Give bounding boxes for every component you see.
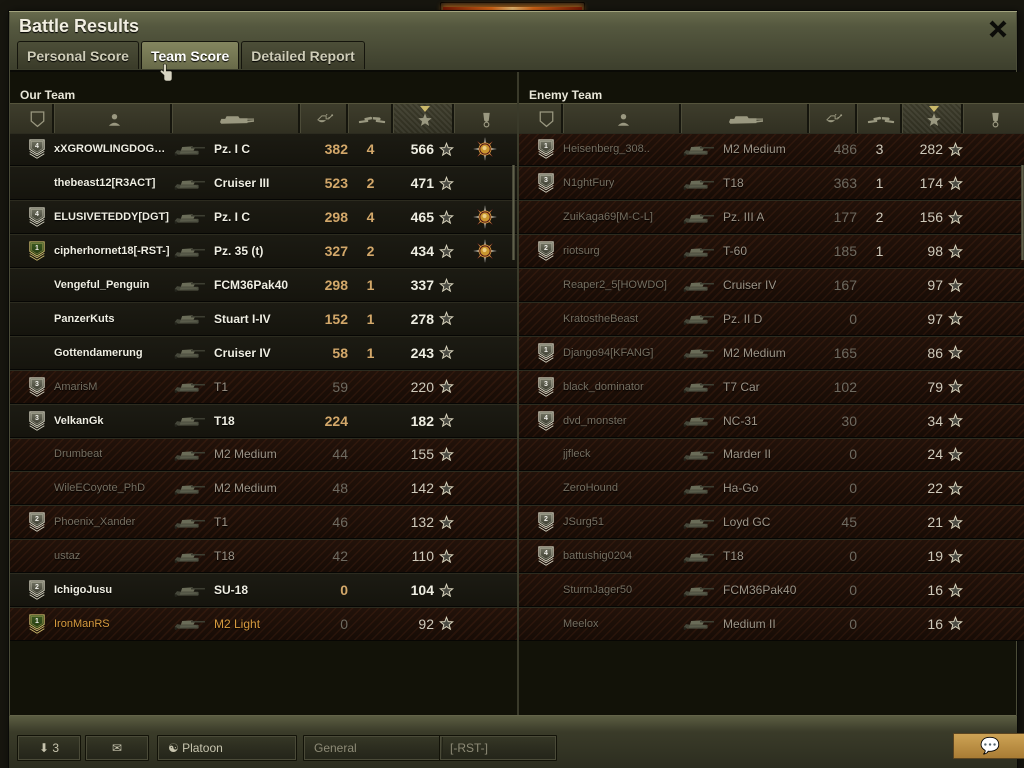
svg-text:4: 4 [544,550,548,557]
svg-text:3: 3 [35,381,39,388]
svg-text:2: 2 [544,245,548,252]
svg-text:3: 3 [544,177,548,184]
svg-text:1: 1 [544,143,548,150]
svg-text:2: 2 [544,516,548,523]
svg-text:1: 1 [35,618,39,625]
svg-text:3: 3 [544,381,548,388]
svg-text:4: 4 [544,415,548,422]
svg-text:1: 1 [544,347,548,354]
svg-text:2: 2 [35,584,39,591]
svg-text:2: 2 [35,516,39,523]
svg-text:3: 3 [35,415,39,422]
svg-text:1: 1 [35,245,39,252]
svg-text:4: 4 [35,211,39,218]
svg-text:4: 4 [35,143,39,150]
